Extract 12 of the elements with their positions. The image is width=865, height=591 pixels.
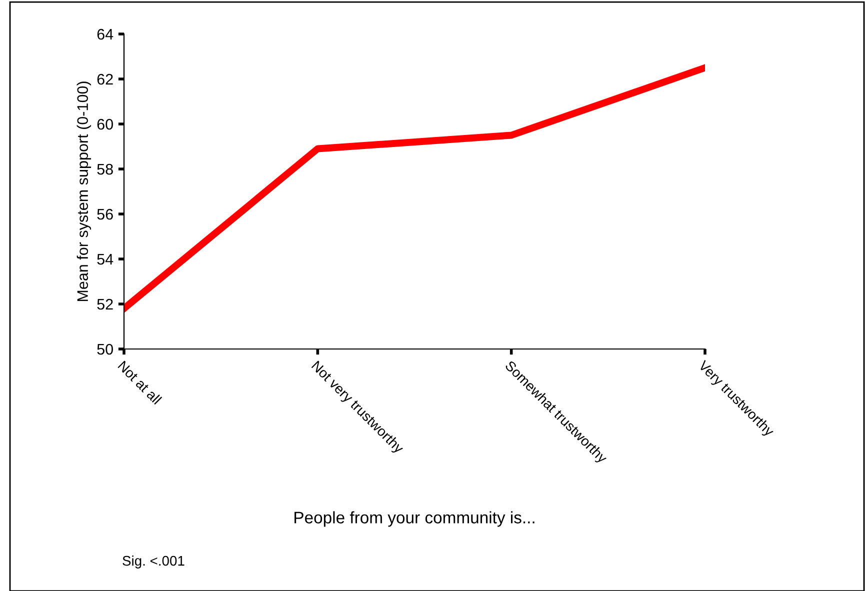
y-tick-label: 60 bbox=[97, 118, 113, 130]
text: Sig. <.001 bbox=[122, 556, 184, 568]
y-tick-label: 62 bbox=[97, 74, 113, 85]
y-tick-label: 64 bbox=[97, 28, 114, 40]
x-tick-label: Not at all bbox=[118, 360, 162, 405]
x-axis-title: People from your community is... bbox=[294, 511, 534, 527]
y-tick-label: 58 bbox=[97, 164, 113, 175]
y-axis-title: Mean for system support (0-100) bbox=[76, 82, 92, 302]
y-tick-label: 56 bbox=[97, 208, 113, 220]
y-tick-label: 50 bbox=[97, 344, 113, 355]
y-tick-label: 52 bbox=[97, 298, 113, 310]
y-tick-label: 54 bbox=[97, 254, 114, 265]
